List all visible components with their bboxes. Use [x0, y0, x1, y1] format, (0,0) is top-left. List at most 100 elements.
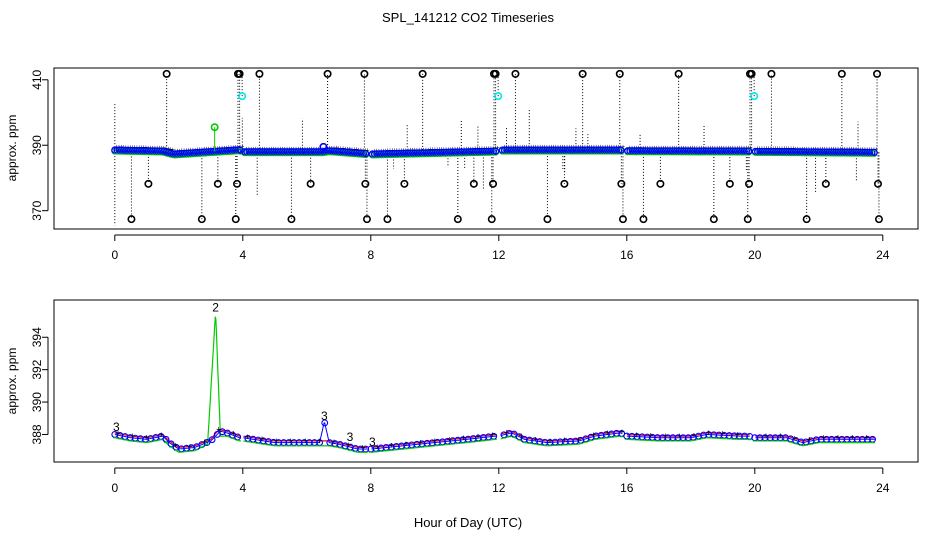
outlier-point	[873, 69, 882, 78]
outlier-point	[213, 179, 222, 188]
series-1-point: +	[216, 425, 221, 435]
annotation-label: 2	[212, 300, 219, 314]
outlier-point	[144, 179, 153, 188]
bottom-x-tick-label: 0	[111, 481, 118, 495]
annotation-label: 3	[347, 430, 354, 444]
top-panel-axes: 0 4 8 12 16 20 24 370 390 410	[30, 69, 890, 262]
outlier-point	[418, 69, 427, 78]
outlier-point	[489, 179, 498, 188]
cyan-point	[750, 92, 759, 101]
blue-series-point	[362, 149, 370, 158]
outlier-point	[400, 179, 409, 188]
series-1-point: +	[504, 427, 509, 437]
outlier-point	[747, 69, 756, 78]
series-1-point: +	[115, 428, 120, 438]
outlier-point	[709, 215, 718, 224]
bottom-x-tick-label: 16	[620, 481, 634, 495]
outlier-point	[745, 179, 754, 188]
series-1-point: +	[735, 429, 740, 439]
green-outlier-point	[210, 123, 219, 132]
series-1-point: +	[821, 433, 826, 443]
series-1-point: +	[187, 441, 192, 451]
series-1-point: +	[144, 433, 149, 443]
series-1-point: +	[461, 433, 466, 443]
outlier-point	[231, 215, 240, 224]
series-1-point: +	[706, 428, 711, 438]
cyan-point	[494, 92, 503, 101]
series-1-point: +	[274, 436, 279, 446]
series-1-point: +	[346, 440, 351, 450]
bottom-panel-ylabel: approx. ppm	[5, 348, 19, 415]
series-1-point: +	[835, 433, 840, 443]
series-1-point: +	[778, 431, 783, 441]
series-1-point: +	[533, 434, 538, 444]
series-1-point: +	[173, 440, 178, 450]
outlier-point	[233, 179, 242, 188]
top-x-tick-label: 0	[111, 248, 118, 262]
outlier-point	[560, 179, 569, 188]
series-3-point	[213, 431, 221, 438]
bottom-panel-axes: 0 4 8 12 16 20 24 388 390 392 394	[30, 327, 890, 495]
outlier-point	[487, 215, 496, 224]
series-1-point: +	[159, 430, 164, 440]
series-1-point: +	[605, 428, 610, 438]
blue-series-point	[745, 147, 753, 155]
series-1-point: +	[418, 437, 423, 447]
series-1-point: +	[648, 431, 653, 441]
bottom-x-tick-label: 24	[876, 481, 890, 495]
annotation-label: 3	[369, 435, 376, 449]
top-panel-ylabel: approx. ppm	[5, 115, 19, 182]
top-panel-marks: ++++++++++++++++++++++++++++++++++++++++…	[111, 69, 883, 226]
series-1-point: +	[634, 430, 639, 440]
outlier-point	[361, 179, 370, 188]
bottom-y-tick-label: 394	[30, 327, 44, 347]
top-x-tick-label: 12	[492, 248, 506, 262]
outlier-point	[162, 69, 171, 78]
blue-series-point	[617, 146, 625, 154]
outlier-point	[674, 69, 683, 78]
figure-title: SPL_141212 CO2 Timeseries	[382, 10, 554, 25]
outlier-point	[837, 69, 846, 78]
series-1-point: +	[591, 430, 596, 440]
blue-series-point	[870, 148, 878, 157]
series-1-point: +	[807, 435, 812, 445]
outlier-point	[543, 215, 552, 224]
series-1-point: +	[403, 439, 408, 449]
top-panel-frame	[53, 67, 919, 230]
outlier-point	[578, 69, 587, 78]
outlier-point	[618, 215, 627, 224]
bottom-y-tick-label: 392	[30, 359, 44, 379]
series-1-point: +	[475, 431, 480, 441]
cyan-point	[238, 92, 247, 101]
series-1-point: +	[130, 431, 135, 441]
outlier-point	[453, 215, 462, 224]
outlier-point	[323, 69, 332, 78]
outlier-point	[255, 69, 264, 78]
bottom-x-tick-label: 12	[492, 481, 506, 495]
series-1-point: +	[245, 432, 250, 442]
series-1-point: +	[864, 433, 869, 443]
series-1-point: +	[663, 431, 668, 441]
outlier-point	[511, 69, 520, 78]
series-1-point: +	[389, 440, 394, 450]
top-x-tick-label: 24	[876, 248, 890, 262]
series-3-point	[208, 436, 216, 444]
outlier-point	[821, 179, 830, 188]
outlier-point	[360, 69, 369, 78]
series-1-point: +	[547, 436, 552, 446]
x-axis-label: Hour of Day (UTC)	[414, 515, 522, 530]
top-y-tick-label: 410	[30, 69, 44, 89]
outlier-point	[656, 179, 665, 188]
outlier-point	[197, 215, 206, 224]
outlier-point	[235, 69, 244, 78]
series-1-point: +	[490, 430, 495, 440]
series-1-point: +	[519, 431, 524, 441]
outlier-point	[725, 179, 734, 188]
outlier-point	[767, 69, 776, 78]
outlier-point	[469, 179, 478, 188]
outlier-point	[491, 69, 500, 78]
outlier-point	[802, 215, 811, 224]
bottom-x-tick-label: 4	[239, 481, 246, 495]
outlier-point	[615, 69, 624, 78]
